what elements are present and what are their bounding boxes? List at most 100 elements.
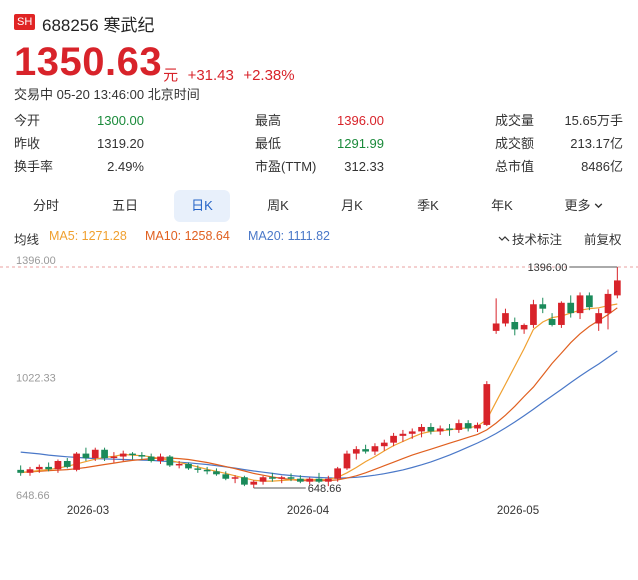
candle-body — [530, 304, 537, 325]
y-tick-label: 1396.00 — [16, 255, 56, 267]
candle-body — [446, 428, 453, 430]
candle-body — [586, 295, 593, 308]
candle-body — [26, 469, 34, 473]
candle-body — [17, 469, 25, 473]
tech-annotation-button[interactable]: 技术标注 — [498, 229, 562, 248]
candle-body — [380, 442, 388, 447]
candle-body — [464, 423, 472, 429]
exchange-badge: SH — [14, 14, 36, 30]
stat-value: 1319.20 — [97, 136, 144, 151]
price-unit: 元 — [163, 67, 179, 84]
tech-annotation-label: 技术标注 — [512, 233, 563, 247]
candle-body — [511, 322, 519, 330]
candle-body — [101, 449, 108, 459]
candle-body — [203, 469, 211, 472]
candle-body — [352, 449, 360, 454]
candle-body — [54, 460, 62, 470]
stat-value: 312.33 — [344, 159, 384, 174]
y-tick-label: 648.66 — [16, 490, 50, 502]
candle-body — [185, 463, 192, 469]
stock-title: 688256 寒武纪 — [42, 16, 155, 35]
candle-body — [548, 319, 556, 325]
kline-chart[interactable]: 1396.00 1022.33 648.66 1396.00 648.66 2026-03… — [0, 250, 638, 520]
x-tick-label: 2026-04 — [287, 505, 330, 517]
stat-value: 1300.00 — [97, 113, 144, 128]
candle-body — [287, 477, 295, 479]
candle-body — [390, 435, 397, 443]
candle-body — [110, 456, 118, 459]
candle-body — [213, 471, 220, 475]
candle-body — [241, 477, 248, 485]
tab-monthly-k[interactable]: 月K — [341, 198, 363, 213]
stat-label: 今开 — [14, 113, 41, 128]
candle-body — [315, 478, 323, 482]
candle-body — [502, 313, 509, 324]
tab-quarterly-k[interactable]: 季K — [417, 198, 439, 213]
candle-body — [231, 477, 239, 479]
stat-pe: 市盈(TTM) 312.33 — [255, 157, 384, 177]
stat-amount: 成交额 213.17亿 — [495, 134, 623, 154]
candle-body — [129, 453, 136, 456]
stat-market-cap: 总市值 8486亿 — [495, 157, 623, 177]
tab-yearly-k[interactable]: 年K — [491, 198, 513, 213]
pencil-line-icon — [498, 236, 510, 242]
candle-body — [427, 426, 435, 432]
candle-body — [45, 466, 52, 470]
stat-value: 15.65万手 — [564, 113, 623, 128]
candle-body — [91, 449, 99, 459]
ma10-value: MA10: 1258.64 — [145, 229, 230, 243]
min-price-label: 648.66 — [308, 483, 342, 495]
tab-more-label: 更多 — [564, 198, 591, 213]
adjust-button[interactable]: 前复权 — [584, 233, 622, 247]
candle-body — [520, 324, 528, 330]
stat-volume: 成交量 15.65万手 — [495, 111, 623, 131]
candle-body — [595, 313, 603, 324]
candle-body — [334, 468, 342, 479]
candle-body — [343, 453, 351, 469]
candle-body — [324, 478, 332, 482]
candle-body — [455, 423, 463, 430]
stat-prev-close: 昨收 1319.20 — [14, 134, 144, 154]
stat-label: 昨收 — [14, 136, 41, 151]
ma20-value: MA20: 1111.82 — [248, 229, 331, 243]
tab-five-day[interactable]: 五日 — [111, 198, 138, 213]
tab-weekly-k[interactable]: 周K — [267, 198, 289, 213]
candle-body — [157, 456, 164, 461]
tab-daily-k[interactable]: 日K — [174, 190, 230, 222]
candle-body — [194, 468, 202, 470]
candle-body — [63, 460, 71, 467]
stat-low: 最低 1291.99 — [255, 134, 384, 154]
current-price: 1350.63 — [14, 40, 163, 84]
stat-value: 8486亿 — [581, 159, 623, 174]
candle-body — [222, 474, 230, 479]
stock-header: SH 688256 寒武纪 — [14, 10, 624, 38]
stat-open: 今开 1300.00 — [14, 111, 144, 131]
candle-body — [82, 453, 90, 459]
candle-body — [73, 453, 80, 470]
period-tabs: 分时 五日 日K 周K 月K 季K 年K 更多 — [8, 190, 628, 222]
tab-more[interactable]: 更多 — [556, 190, 612, 222]
price-change-pct: +2.38% — [243, 67, 295, 84]
candle-body — [35, 466, 43, 470]
candle-body — [175, 463, 183, 466]
tab-intraday[interactable]: 分时 — [32, 198, 59, 213]
candle-body — [278, 477, 286, 479]
x-tick-label: 2026-03 — [67, 505, 109, 517]
candle-body — [483, 384, 491, 425]
candle-body — [492, 323, 500, 331]
trading-status: 交易中 05-20 13:46:00 北京时间 — [14, 87, 200, 102]
candle-body — [576, 295, 584, 314]
candle-body — [296, 478, 304, 482]
price-change: +31.43 — [187, 67, 234, 84]
candle-body — [613, 280, 621, 296]
candle-body — [250, 481, 258, 485]
candle-body — [408, 431, 416, 434]
candle-body — [259, 477, 267, 482]
stat-label: 最高 — [255, 113, 282, 128]
candle-body — [147, 456, 155, 461]
ma-title: 均线 — [14, 233, 40, 247]
candle-body — [436, 428, 444, 432]
stat-high: 最高 1396.00 — [255, 111, 384, 131]
max-price-label: 1396.00 — [528, 262, 568, 274]
stat-turnover: 换手率 2.49% — [14, 157, 144, 177]
